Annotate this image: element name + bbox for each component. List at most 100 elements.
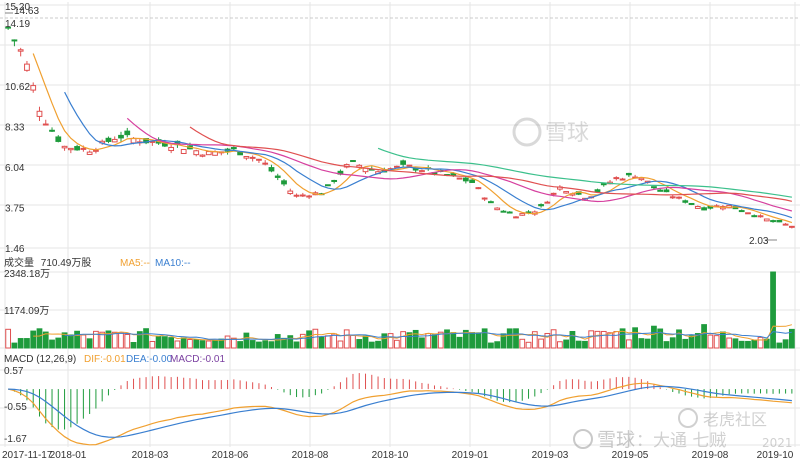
candle bbox=[105, 137, 112, 142]
volume-bar bbox=[105, 330, 112, 349]
volume-bar bbox=[450, 332, 457, 349]
volume-bar bbox=[130, 342, 137, 349]
candle bbox=[274, 175, 281, 178]
macd-dea-legend: DEA:-0.00 bbox=[126, 354, 173, 365]
volume-bar bbox=[676, 329, 682, 349]
volume-bar bbox=[118, 332, 124, 349]
watermark-bottom-tail: ：大通 七贼 bbox=[636, 431, 726, 451]
candle bbox=[544, 201, 551, 204]
volume-bar bbox=[387, 333, 394, 349]
x-tick-label: 2018-10 bbox=[372, 450, 409, 461]
volume-bar bbox=[713, 335, 720, 349]
candle bbox=[61, 145, 68, 149]
watermark-center: 雪球 bbox=[545, 121, 589, 146]
macd-legend: MACD (12,26,9) DIF:-0.01 DEA:-0.00 MACD:… bbox=[4, 354, 225, 365]
volume-bar bbox=[268, 341, 275, 349]
volume-bar bbox=[462, 329, 469, 349]
ma-line-ma10 bbox=[64, 91, 793, 219]
macd-lines bbox=[7, 382, 792, 446]
volume-bar bbox=[24, 338, 30, 349]
volume-bar bbox=[99, 331, 106, 349]
candle bbox=[676, 196, 682, 199]
macd-panel: 0.57 -0.55 -1.67 bbox=[4, 366, 793, 446]
candle bbox=[124, 130, 131, 136]
volume-bar bbox=[751, 340, 758, 349]
candle bbox=[669, 196, 676, 199]
volume-bar bbox=[212, 340, 218, 349]
volume-bar bbox=[688, 335, 695, 349]
candle bbox=[262, 162, 269, 165]
volume-bar bbox=[224, 335, 231, 349]
candle bbox=[751, 215, 758, 218]
candle bbox=[74, 146, 80, 151]
volume-bar bbox=[575, 340, 582, 349]
volume-bar bbox=[569, 330, 576, 349]
volume-bar bbox=[350, 334, 356, 349]
volume-bar bbox=[419, 337, 425, 349]
candle bbox=[776, 219, 783, 223]
volume-bar bbox=[362, 335, 369, 349]
volume-bar bbox=[726, 337, 733, 349]
volume-bar bbox=[400, 331, 407, 349]
candle bbox=[456, 177, 463, 180]
macd-label: MACD (12,26,9) bbox=[4, 354, 76, 365]
candle bbox=[788, 225, 795, 228]
volume-bar bbox=[168, 337, 175, 349]
candle bbox=[67, 147, 74, 151]
volume-bar bbox=[488, 342, 494, 349]
volume-panel: 2348.18万 1174.09万 bbox=[4, 269, 795, 349]
volume-tick-max: 2348.18万 bbox=[4, 269, 50, 280]
candle bbox=[199, 154, 206, 157]
candle bbox=[450, 173, 457, 176]
volume-bar bbox=[274, 334, 281, 349]
candle bbox=[331, 179, 338, 182]
volume-bar bbox=[61, 332, 68, 349]
candle bbox=[770, 220, 776, 223]
volume-bar bbox=[757, 336, 764, 349]
candle bbox=[494, 207, 501, 211]
volume-bar bbox=[42, 331, 49, 349]
candle bbox=[625, 172, 632, 176]
volume-bar bbox=[437, 331, 444, 349]
volume-bar bbox=[93, 330, 99, 349]
volume-ma10-legend: MA10:-- bbox=[155, 258, 191, 269]
candle bbox=[287, 190, 294, 195]
volume-bar bbox=[17, 338, 24, 349]
candle bbox=[651, 186, 657, 189]
candle bbox=[701, 207, 707, 211]
candle bbox=[24, 63, 30, 71]
volume-bar bbox=[375, 340, 381, 349]
volume-bar bbox=[293, 341, 300, 349]
bottom-watermarks: 雪球 ：大通 七贼 老虎社区 2021 bbox=[573, 408, 793, 451]
candle bbox=[86, 151, 93, 155]
volume-bar bbox=[682, 338, 689, 349]
volume-tick-mid: 1174.09万 bbox=[4, 306, 49, 317]
high-annotation: 14.63 bbox=[14, 6, 39, 17]
candle bbox=[613, 177, 620, 180]
volume-bar bbox=[406, 332, 413, 349]
candle bbox=[249, 156, 256, 159]
volume-bar bbox=[230, 337, 237, 349]
volume-bar bbox=[594, 330, 601, 349]
volume-bar bbox=[243, 332, 250, 349]
candle bbox=[506, 211, 513, 214]
candle bbox=[663, 189, 670, 193]
volume-bar bbox=[174, 340, 181, 349]
volume-bar bbox=[331, 333, 338, 349]
volume-bar bbox=[343, 329, 350, 349]
candle bbox=[205, 151, 212, 156]
volume-bar bbox=[619, 328, 626, 349]
volume-bar bbox=[444, 329, 450, 349]
candle bbox=[180, 148, 187, 155]
candle bbox=[745, 212, 751, 215]
candle bbox=[393, 165, 400, 168]
candle bbox=[30, 85, 37, 91]
candle bbox=[325, 184, 331, 187]
candle bbox=[243, 155, 250, 159]
volume-bar bbox=[124, 333, 131, 349]
candle bbox=[600, 183, 607, 186]
macd-dif-line bbox=[7, 382, 792, 446]
candle bbox=[594, 189, 601, 193]
volume-bar bbox=[600, 330, 607, 349]
macd-histogram bbox=[13, 373, 793, 430]
